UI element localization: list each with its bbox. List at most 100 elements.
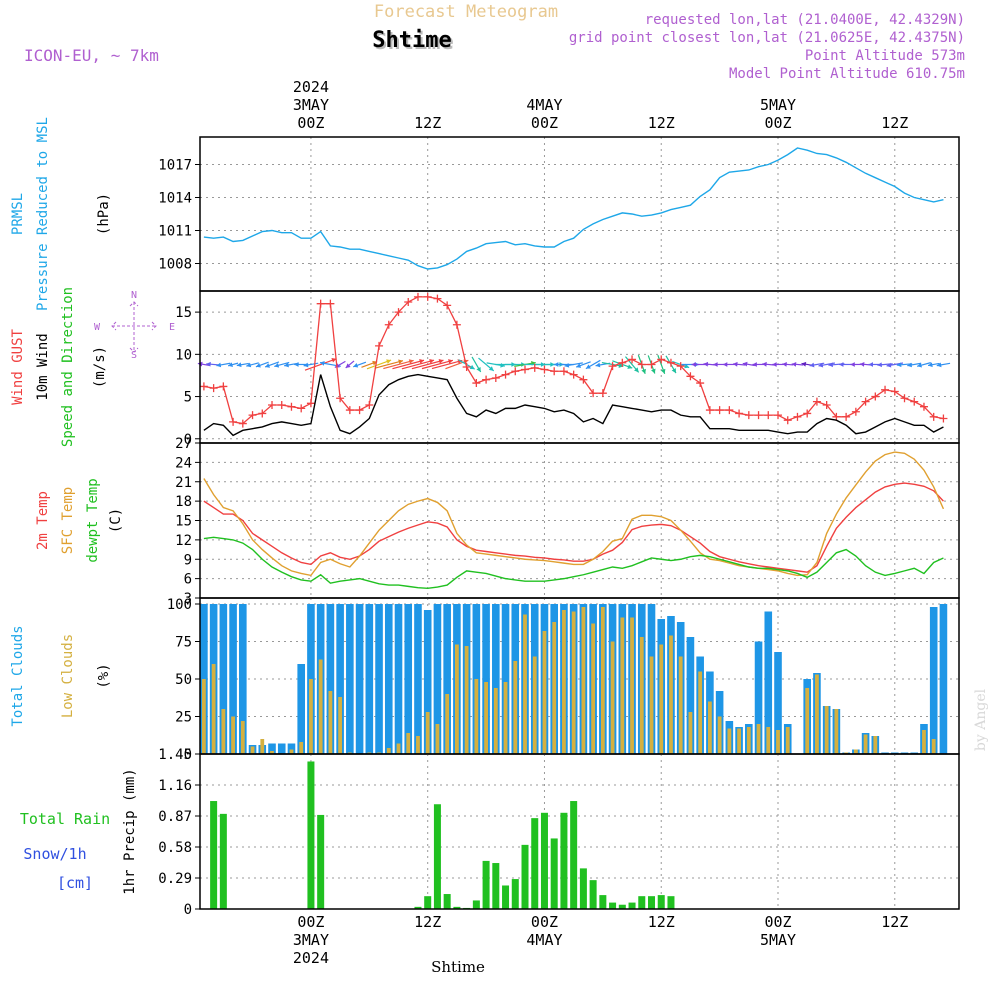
wind-arrow-head-15 — [345, 363, 351, 368]
top-label-4-0: 5MAY — [760, 96, 796, 114]
ytick-label-clouds-1: 25 — [175, 710, 192, 726]
ytick-label-temperature-3: 12 — [175, 533, 192, 549]
low-cloud-bar-14 — [338, 697, 343, 754]
wind-arrow-head-28 — [476, 366, 481, 372]
wind-arrow-3 — [227, 362, 239, 367]
gust-marker-68 — [861, 397, 870, 406]
low-cloud-bar-11 — [309, 679, 313, 754]
wind-arrow-shaft-20 — [383, 359, 414, 370]
low-cloud-bar-54 — [727, 728, 732, 754]
ytick-label-temperature-8: 27 — [175, 436, 192, 452]
bottom-label-2-0: 00Z — [531, 913, 558, 931]
series-line-10m-wind — [203, 373, 944, 437]
panel-precip: 0 0.29 0.58 0.87 1.16 1.45 1hr Precip (mm) Tota… — [20, 747, 960, 918]
bottom-label-0-1: 3MAY — [293, 931, 329, 949]
gust-marker-76 — [939, 414, 948, 423]
gust-marker-50 — [686, 372, 695, 381]
ytick-label-temperature-1: 6 — [184, 572, 192, 588]
wind-arrow-head-76 — [936, 362, 942, 368]
wind-arrow-head-45 — [641, 368, 646, 374]
ytick-label-precip-4: 1.16 — [158, 778, 192, 794]
wind-arrow-22 — [401, 358, 435, 370]
total-cloud-bar-9 — [287, 743, 296, 754]
gust-marker-29 — [482, 375, 491, 384]
compass-w: W — [94, 322, 101, 333]
wind-arrow-head-73 — [907, 362, 913, 368]
wind-arrow-8 — [274, 361, 290, 368]
unit-temperature: (C) — [108, 508, 124, 533]
wind-arrow-head-20 — [408, 359, 414, 364]
rain-bar-5 — [424, 896, 432, 909]
wind-arrow-head-74 — [917, 362, 923, 368]
gust-marker-42 — [608, 362, 617, 371]
top-label-2-1: 00Z — [531, 114, 558, 132]
low-cloud-bar-19 — [386, 748, 391, 754]
low-cloud-bar-41 — [600, 607, 605, 754]
wind-arrow-56 — [742, 361, 755, 367]
gust-marker-66 — [842, 412, 851, 421]
total-cloud-bar-15 — [346, 604, 354, 754]
low-cloud-bar-25 — [445, 694, 450, 754]
wind-arrows — [197, 354, 951, 375]
wind-arrow-head-59 — [772, 362, 777, 367]
panels: 1008 1011 1014 1017 PRMSL Pressure Reduced to… — [10, 117, 960, 918]
gust-marker-26 — [452, 320, 461, 329]
chart-title: Forecast Meteogram — [374, 2, 558, 22]
top-label-1-0: 12Z — [414, 114, 441, 132]
wind-arrow-head-75 — [928, 362, 933, 368]
gust-marker-35 — [540, 365, 549, 374]
ylabel-clouds-1: Low Clouds — [60, 634, 76, 718]
gust-marker-23 — [423, 292, 432, 301]
wind-arrow-39 — [575, 361, 591, 368]
top-label-0-1: 3MAY — [293, 96, 329, 114]
low-cloud-bar-63 — [815, 674, 819, 754]
frame-precip — [199, 753, 960, 910]
low-cloud-bar-13 — [328, 691, 333, 754]
location-title: Shtime — [372, 28, 451, 53]
wind-arrow-head-66 — [839, 362, 844, 367]
wind-arrow-head-10 — [294, 362, 299, 367]
bottom-label-3-0: 12Z — [648, 913, 675, 931]
low-cloud-bar-2 — [221, 709, 226, 754]
gust-marker-73 — [910, 397, 919, 406]
wind-arrow-shaft-12 — [304, 358, 337, 371]
wind-arrow-shaft-21 — [392, 359, 425, 370]
wind-arrow-head-37 — [553, 362, 559, 367]
precip-legend-0: Total Rain — [20, 810, 110, 828]
total-cloud-bar-10 — [297, 664, 305, 754]
low-cloud-bar-6 — [260, 739, 265, 754]
unit-pressure: (hPa) — [96, 193, 112, 235]
low-cloud-bar-12 — [318, 659, 323, 754]
gust-marker-32 — [511, 367, 520, 376]
rain-bar-16 — [531, 818, 539, 909]
low-cloud-bar-58 — [766, 727, 771, 754]
wind-arrow-head-8 — [274, 363, 280, 368]
gust-marker-1 — [209, 384, 218, 393]
ylabel-precip-0: 1hr Precip (mm) — [122, 768, 138, 894]
series-line-dewpt-temp — [203, 536, 944, 590]
wind-arrow-29 — [478, 357, 495, 372]
gust-marker-56 — [744, 411, 753, 420]
wind-arrow-47 — [657, 354, 666, 375]
wind-arrow-head-63 — [809, 362, 815, 368]
low-cloud-bar-24 — [435, 724, 440, 754]
gust-marker-64 — [822, 401, 831, 409]
wind-arrow-18 — [366, 359, 392, 370]
ylabel-clouds-0: Total Clouds — [10, 625, 26, 726]
wind-arrow-shaft-25 — [431, 359, 463, 370]
rain-bar-3 — [317, 814, 325, 909]
gust-marker-58 — [764, 411, 773, 420]
ytick-label-pressure-3: 1017 — [158, 158, 192, 174]
wind-arrow-head-41 — [595, 362, 601, 368]
ytick-label-clouds-2: 50 — [175, 672, 192, 688]
ylabels-clouds: Total Clouds Low Clouds (%) — [10, 625, 112, 726]
ylabel-wind-2: Speed and Direction — [60, 287, 76, 447]
ytick-label-precip-5: 1.45 — [158, 747, 192, 763]
low-cloud-bar-35 — [542, 631, 547, 754]
ylabel-wind-1: 10m Wind — [35, 333, 51, 400]
gust-marker-0 — [199, 382, 208, 391]
total-cloud-bar-59 — [774, 652, 782, 754]
low-cloud-bar-36 — [552, 622, 557, 754]
low-cloud-bar-68 — [863, 734, 868, 754]
rain-bar-28 — [648, 896, 656, 909]
